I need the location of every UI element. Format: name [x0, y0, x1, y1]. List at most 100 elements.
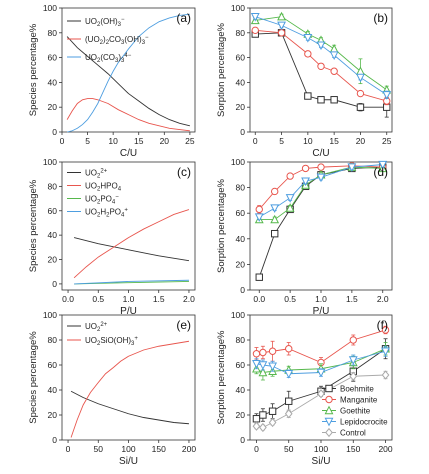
x-tick-label: 0 — [253, 136, 258, 146]
x-tick-label: 100 — [314, 444, 328, 454]
data-point — [330, 67, 338, 75]
legend-marker — [325, 427, 333, 438]
data-point — [268, 347, 277, 355]
data-point — [270, 229, 279, 238]
x-tick-label: 1.5 — [153, 294, 165, 304]
data-point — [329, 44, 339, 53]
data-point — [381, 347, 390, 357]
data-point — [277, 21, 286, 31]
data-point — [381, 326, 390, 334]
y-tick-label: 40 — [48, 385, 58, 395]
series-4 — [254, 160, 388, 222]
y-tick-label: 100 — [43, 3, 57, 13]
x-axis-label: P/U — [120, 306, 137, 317]
y-tick-label: 0 — [240, 285, 245, 295]
legend-marker — [325, 384, 333, 393]
plot-frame — [61, 7, 196, 133]
panel-label: (e) — [176, 318, 191, 332]
y-tick-label: 100 — [231, 310, 245, 320]
y-tick-label: 80 — [236, 28, 246, 38]
data-point — [301, 164, 310, 173]
legend-entry: Manganite — [340, 396, 378, 405]
x-tick-label: 200 — [182, 444, 196, 454]
data-point — [252, 421, 261, 431]
x-tick-label: 50 — [94, 444, 104, 454]
data-point — [316, 41, 326, 51]
x-tick-label: 0 — [60, 136, 65, 146]
plot-frame — [249, 7, 393, 133]
series-2 — [73, 209, 190, 279]
chart-panel-6: 0 50 100 150 200 0 20 40 60 80 100 Si/U Sorption per… — [216, 310, 393, 467]
chart-panel-5: 0 50 100 150 200 0 20 40 60 80 100 Si/U Species perc… — [28, 310, 196, 467]
y-tick-label: 20 — [48, 102, 58, 112]
series-2 — [251, 26, 391, 106]
data-point — [317, 163, 325, 171]
data-point — [268, 362, 278, 372]
legend: UO2​2+​ UO2​HPO4​ UO2​PO4​−​ UO2​H2​PO4​+​ — [67, 169, 128, 219]
y-axis-label: Species percentage% — [28, 331, 39, 424]
data-point — [258, 367, 268, 377]
legend-entry: UO2​H2​PO4​+​ — [85, 208, 128, 219]
y-tick-label: 80 — [48, 28, 58, 38]
data-point — [316, 368, 326, 378]
data-point — [259, 411, 267, 419]
x-tick-label: 50 — [284, 444, 294, 454]
legend-marker — [324, 405, 334, 415]
x-tick-label: 25 — [382, 136, 392, 146]
x-axis-label: Si/U — [119, 456, 138, 467]
data-point — [356, 103, 365, 111]
y-tick-label: 40 — [236, 77, 246, 87]
data-point — [268, 407, 277, 415]
x-tick-label: 1.5 — [346, 294, 358, 304]
series-1 — [70, 390, 189, 425]
x-tick-label: 5 — [279, 136, 284, 146]
data-point — [277, 11, 286, 21]
data-point — [285, 203, 295, 212]
legend-entry: UO2​2+​ — [85, 169, 108, 180]
legend: Boehmite Manganite Goethite Lepidocrocite Co… — [322, 385, 388, 438]
y-tick-label: 0 — [52, 279, 57, 289]
series-line — [255, 16, 388, 91]
series-3 — [250, 11, 392, 94]
x-tick-label: 0 — [254, 444, 259, 454]
y-tick-label: 60 — [236, 360, 246, 370]
x-tick-label: 100 — [121, 444, 135, 454]
y-tick-label: 60 — [48, 360, 58, 370]
series-2 — [252, 325, 390, 368]
data-point — [304, 50, 312, 58]
series-line — [66, 36, 190, 127]
legend-entry: Boehmite — [340, 385, 374, 394]
series-4 — [74, 279, 189, 285]
data-point — [270, 204, 280, 213]
x-tick-label: 0.0 — [253, 294, 265, 304]
y-tick-label: 0 — [52, 127, 57, 137]
y-tick-label: 60 — [236, 53, 246, 63]
y-tick-label: 80 — [48, 335, 58, 345]
chart-panel-3: 0.0 0.5 1.0 1.5 2.0 0 20 40 60 80 100 P/U Species pe… — [28, 157, 196, 317]
x-tick-label: 5 — [85, 136, 90, 146]
series-2 — [70, 340, 190, 438]
series-1 — [252, 338, 390, 425]
y-tick-label: 20 — [236, 410, 246, 420]
x-tick-label: 0.5 — [92, 294, 104, 304]
y-axis-label: Sorption percentage% — [216, 22, 227, 117]
data-point — [348, 356, 358, 365]
y-tick-label: 20 — [236, 259, 246, 269]
x-tick-label: 10 — [303, 136, 313, 146]
series-4 — [250, 12, 392, 100]
data-point — [255, 273, 263, 281]
series-1 — [66, 36, 190, 127]
legend: UO2​2+​ UO2​SiO(OH)3​+​ — [67, 322, 138, 347]
series-line — [74, 279, 189, 285]
legend-marker — [324, 417, 334, 427]
y-tick-label: 40 — [48, 77, 58, 87]
series-line — [67, 13, 190, 133]
data-point — [347, 163, 357, 173]
y-tick-label: 40 — [48, 230, 58, 240]
y-axis-label: Sorption percentage% — [216, 178, 227, 273]
series-line — [73, 209, 190, 279]
legend-entry: Lepidocrocite — [340, 418, 388, 427]
series-line — [66, 98, 190, 132]
data-point — [252, 360, 261, 369]
